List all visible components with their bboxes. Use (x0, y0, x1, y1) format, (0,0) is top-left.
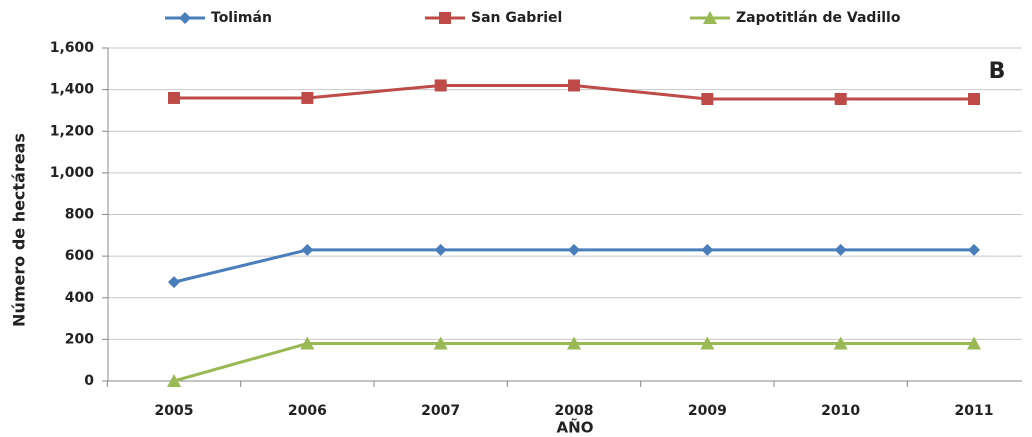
x-tick-label: 2008 (555, 403, 594, 419)
y-tick-label: 0 (84, 373, 94, 389)
x-tick-label: 2005 (155, 403, 194, 419)
marker (167, 374, 181, 387)
legend-label: San Gabriel (471, 10, 562, 26)
x-tick-label: 2009 (688, 403, 727, 419)
marker (434, 243, 447, 256)
x-tick-label: 2010 (821, 403, 860, 419)
marker (967, 336, 981, 350)
marker (834, 92, 847, 105)
y-tick-label: 1,400 (50, 82, 95, 98)
marker (567, 336, 581, 350)
marker (300, 336, 315, 350)
marker (701, 243, 714, 256)
legend-label: Zapotitlán de Vadillo (736, 10, 901, 26)
y-tick-label: 1,200 (50, 123, 95, 139)
marker (834, 243, 847, 256)
marker (179, 12, 191, 24)
x-tick-label: 2006 (288, 403, 327, 419)
marker (968, 243, 980, 256)
marker (168, 276, 180, 289)
x-tick-label: 2011 (955, 403, 994, 419)
marker (833, 336, 848, 350)
y-tick-label: 400 (65, 290, 94, 306)
y-tick-label: 800 (65, 207, 94, 223)
marker (568, 243, 580, 256)
marker (703, 11, 717, 24)
marker (701, 92, 714, 105)
x-tick-label: 2007 (421, 403, 460, 419)
y-tick-label: 1,600 (50, 40, 95, 56)
panel-label: B (989, 59, 1006, 84)
y-tick-label: 1,000 (50, 165, 95, 181)
marker (168, 91, 180, 104)
y-axis-title: Número de hectáreas (10, 133, 29, 327)
marker (439, 12, 451, 24)
marker (700, 336, 715, 350)
marker (301, 91, 314, 104)
marker (968, 92, 980, 105)
marker (433, 336, 448, 350)
y-tick-label: 200 (65, 331, 94, 347)
legend-label: Tolimán (211, 10, 272, 26)
marker (301, 243, 314, 256)
y-tick-label: 600 (65, 248, 94, 264)
marker (568, 79, 580, 92)
marker (434, 79, 447, 92)
x-axis-title: AÑO (557, 418, 594, 437)
